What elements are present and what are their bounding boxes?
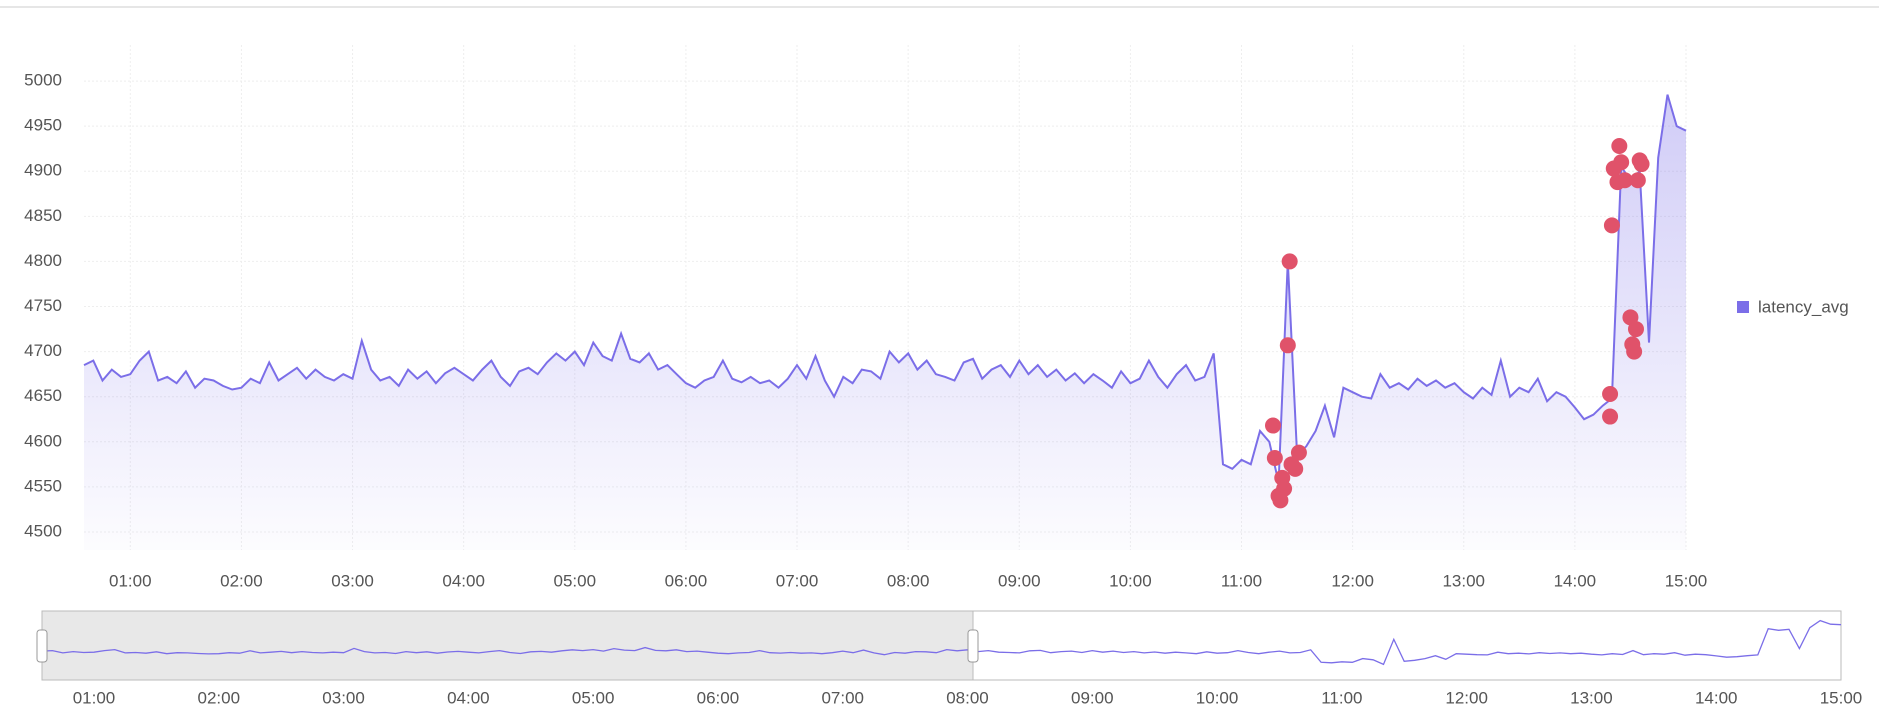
- navigator-tick-label: 08:00: [946, 688, 989, 707]
- y-tick-label: 4650: [24, 386, 62, 405]
- navigator-selection: [41, 610, 974, 681]
- navigator-tick-label: 11:00: [1321, 688, 1362, 707]
- x-tick-label: 10:00: [1109, 571, 1152, 590]
- legend-swatch: [1737, 301, 1749, 313]
- anomaly-point: [1629, 172, 1646, 189]
- anomaly-point: [1287, 460, 1304, 477]
- y-tick-label: 4800: [24, 251, 62, 270]
- y-tick-label: 4750: [24, 296, 62, 315]
- x-tick-label: 05:00: [554, 571, 597, 590]
- x-tick-label: 12:00: [1331, 571, 1374, 590]
- y-tick-label: 4550: [24, 476, 62, 495]
- anomaly-point: [1290, 444, 1307, 461]
- x-tick-label: 13:00: [1442, 571, 1485, 590]
- y-tick-label: 4850: [24, 206, 62, 225]
- anomaly-point: [1611, 138, 1628, 154]
- navigator-handle[interactable]: [36, 629, 48, 663]
- x-tick-label: 09:00: [998, 571, 1041, 590]
- x-tick-label: 03:00: [331, 571, 374, 590]
- navigator-tick-label: 09:00: [1071, 688, 1114, 707]
- y-tick-label: 4900: [24, 161, 62, 180]
- x-tick-label: 07:00: [776, 571, 819, 590]
- navigator-tick-label: 01:00: [73, 688, 116, 707]
- anomaly-point: [1276, 480, 1293, 497]
- y-tick-label: 4600: [24, 431, 62, 450]
- anomaly-point: [1266, 450, 1283, 467]
- navigator-tick-label: 10:00: [1196, 688, 1239, 707]
- x-tick-label: 02:00: [220, 571, 263, 590]
- x-tick-label: 06:00: [665, 571, 708, 590]
- legend-label: latency_avg: [1758, 297, 1849, 316]
- y-tick-label: 4700: [24, 341, 62, 360]
- anomaly-point: [1626, 343, 1643, 360]
- x-tick-label: 11:00: [1221, 571, 1262, 590]
- x-tick-label: 01:00: [109, 571, 152, 590]
- anomaly-point: [1602, 385, 1619, 402]
- line: [83, 94, 1687, 483]
- navigator-tick-label: 07:00: [821, 688, 864, 707]
- y-tick-label: 5000: [24, 71, 62, 90]
- navigator-tick-label: 06:00: [697, 688, 740, 707]
- area: [84, 94, 1686, 550]
- anomaly-point: [1264, 417, 1281, 434]
- navigator-tick-label: 12:00: [1445, 688, 1488, 707]
- anomaly-point: [1627, 321, 1644, 338]
- navigator-tick-label: 04:00: [447, 688, 490, 707]
- y-tick-label: 4950: [24, 116, 62, 135]
- y-tick-label: 4500: [24, 521, 62, 540]
- x-tick-label: 08:00: [887, 571, 930, 590]
- navigator-line: [41, 619, 1842, 666]
- navigator-handle[interactable]: [967, 629, 979, 663]
- anomaly-point: [1279, 337, 1296, 354]
- anomaly-point: [1616, 172, 1633, 189]
- navigator-tick-label: 05:00: [572, 688, 615, 707]
- navigator-tick-label: 03:00: [322, 688, 365, 707]
- anomaly-point: [1281, 253, 1298, 270]
- anomaly-point: [1603, 217, 1620, 234]
- navigator-tick-label: 02:00: [198, 688, 241, 707]
- navigator-tick-label: 15:00: [1820, 688, 1863, 707]
- navigator-tick-label: 13:00: [1570, 688, 1613, 707]
- anomaly-point: [1613, 154, 1630, 171]
- navigator-tick-label: 14:00: [1695, 688, 1738, 707]
- x-tick-label: 04:00: [442, 571, 485, 590]
- anomaly-point: [1602, 408, 1619, 425]
- x-tick-label: 14:00: [1554, 571, 1597, 590]
- x-tick-label: 15:00: [1665, 571, 1708, 590]
- anomaly-point: [1633, 156, 1650, 173]
